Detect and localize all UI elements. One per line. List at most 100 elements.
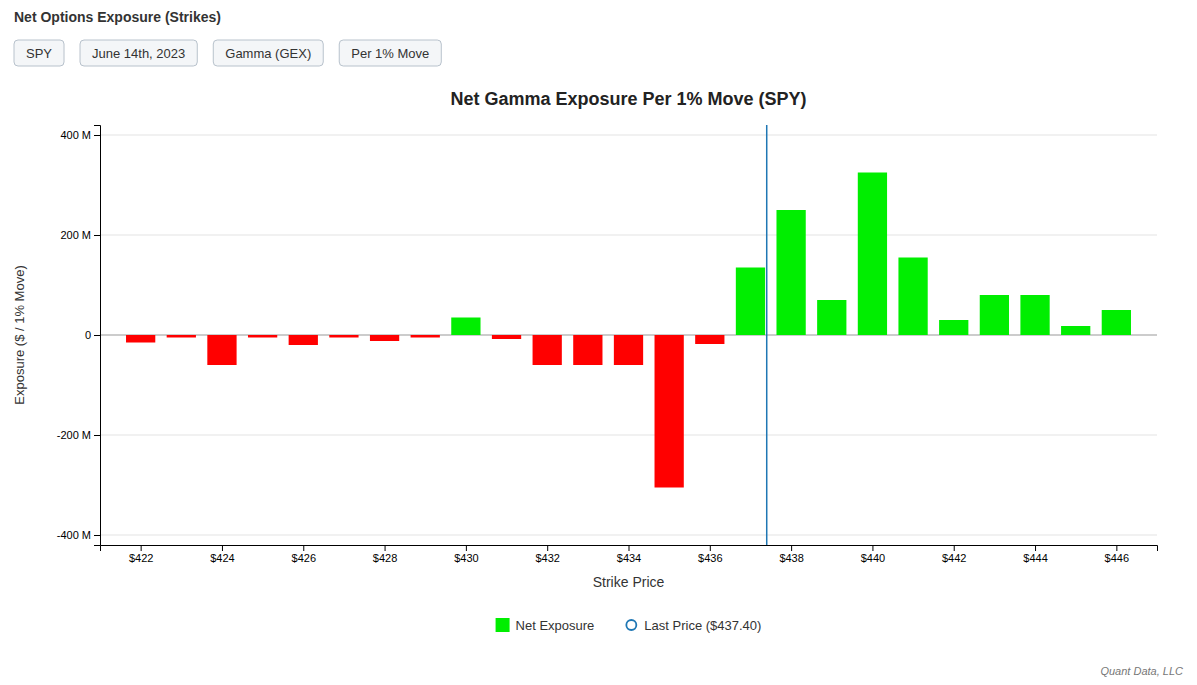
bar bbox=[898, 258, 927, 336]
x-tick-label: $434 bbox=[617, 552, 641, 564]
dropdown-row: SPY June 14th, 2023 Gamma (GEX) Per 1% Move bbox=[14, 40, 441, 66]
bar bbox=[207, 335, 236, 365]
x-tick-mark bbox=[141, 545, 142, 551]
x-tick-label: $430 bbox=[454, 552, 478, 564]
x-tick: $442 bbox=[942, 545, 966, 564]
grid-line bbox=[100, 135, 1157, 136]
x-tick: $432 bbox=[535, 545, 559, 564]
bar bbox=[614, 335, 643, 365]
x-tick-mark bbox=[547, 545, 548, 551]
x-tick-mark bbox=[466, 545, 467, 551]
x-tick-mark bbox=[1035, 545, 1036, 551]
dropdown-label: June 14th, 2023 bbox=[92, 46, 185, 61]
x-tick-mark bbox=[629, 545, 630, 551]
x-tick: $438 bbox=[779, 545, 803, 564]
x-tick: $436 bbox=[698, 545, 722, 564]
y-axis-label: Exposure ($ / 1% Move) bbox=[12, 265, 27, 404]
x-tick-label: $424 bbox=[210, 552, 234, 564]
bar bbox=[1061, 326, 1090, 335]
x-tick: $446 bbox=[1105, 545, 1129, 564]
dropdown-box bbox=[14, 40, 64, 66]
header-title: Net Options Exposure (Strikes) bbox=[14, 9, 221, 25]
bar bbox=[289, 335, 318, 345]
legend-item: Last Price ($437.40) bbox=[626, 618, 761, 633]
grid bbox=[100, 135, 1157, 535]
x-tick: $440 bbox=[861, 545, 885, 564]
chart: Net Options Exposure (Strikes) SPY June 14… bbox=[0, 0, 1197, 685]
dropdown-box bbox=[80, 40, 197, 66]
legend: Net Exposure Last Price ($437.40) bbox=[496, 618, 762, 633]
title: Net Gamma Exposure Per 1% Move (SPY) bbox=[450, 89, 806, 109]
last-price-line bbox=[766, 125, 768, 545]
bar bbox=[411, 335, 440, 338]
dropdown: June 14th, 2023 bbox=[80, 40, 197, 66]
x-tick-label: $442 bbox=[942, 552, 966, 564]
y-tick-mark bbox=[94, 235, 100, 236]
x-tick: $428 bbox=[373, 545, 397, 564]
x-tick-label: $422 bbox=[129, 552, 153, 564]
dropdown: Gamma (GEX) bbox=[213, 40, 323, 66]
marks bbox=[126, 125, 1131, 545]
x-axis-line bbox=[101, 546, 1158, 552]
bar bbox=[655, 335, 684, 488]
y-tick-label: -200 M bbox=[57, 429, 91, 441]
x-tick-label: $426 bbox=[292, 552, 316, 564]
dropdown: Per 1% Move bbox=[339, 40, 441, 66]
bar bbox=[939, 320, 968, 335]
y-tick: -400 M bbox=[57, 529, 100, 541]
bar bbox=[695, 335, 724, 344]
x-tick: $434 bbox=[617, 545, 641, 564]
bar bbox=[248, 335, 277, 338]
bar bbox=[1020, 295, 1049, 335]
x-tick-label: $446 bbox=[1105, 552, 1129, 564]
x-tick-mark bbox=[222, 545, 223, 551]
x-tick-label: $444 bbox=[1023, 552, 1047, 564]
x-tick-mark bbox=[954, 545, 955, 551]
x-tick-mark bbox=[872, 545, 873, 551]
y-tick: 0 bbox=[85, 329, 100, 341]
x-tick-label: $436 bbox=[698, 552, 722, 564]
x-tick-label: $432 bbox=[535, 552, 559, 564]
x-tick: $424 bbox=[210, 545, 234, 564]
bar bbox=[573, 335, 602, 365]
dropdown-box bbox=[339, 40, 441, 66]
x-axis: $422 $424 $426 $428 $430 $432 $434 $436 $438 $440… bbox=[101, 545, 1158, 564]
bar bbox=[817, 300, 846, 335]
bar bbox=[451, 318, 480, 336]
bar bbox=[126, 335, 155, 343]
watermark: Quant Data, LLC bbox=[1100, 665, 1183, 677]
legend-swatch bbox=[496, 618, 510, 632]
bar bbox=[736, 268, 765, 336]
dropdown-box bbox=[213, 40, 323, 66]
y-tick: 200 M bbox=[60, 229, 100, 241]
dropdown-label: Gamma (GEX) bbox=[225, 46, 311, 61]
bar bbox=[167, 335, 196, 338]
x-tick: $426 bbox=[292, 545, 316, 564]
bars bbox=[126, 173, 1131, 488]
bar bbox=[980, 295, 1009, 335]
legend-label: Last Price ($437.40) bbox=[644, 618, 761, 633]
x-tick-label: $440 bbox=[861, 552, 885, 564]
dropdown-label: SPY bbox=[26, 46, 52, 61]
x-tick-mark bbox=[303, 545, 304, 551]
legend-label: Net Exposure bbox=[516, 618, 595, 633]
y-tick-mark bbox=[94, 435, 100, 436]
y-tick: 400 M bbox=[60, 129, 100, 141]
x-tick: $430 bbox=[454, 545, 478, 564]
x-tick-label: $428 bbox=[373, 552, 397, 564]
bar bbox=[492, 335, 521, 339]
x-tick: $444 bbox=[1023, 545, 1047, 564]
x-tick: $422 bbox=[129, 545, 153, 564]
legend-item: Net Exposure bbox=[496, 618, 595, 633]
bar bbox=[533, 335, 562, 365]
bar bbox=[858, 173, 887, 336]
y-tick-label: 400 M bbox=[60, 129, 91, 141]
legend-symbol bbox=[626, 620, 636, 630]
bar bbox=[776, 210, 805, 335]
grid-line bbox=[100, 435, 1157, 436]
y-tick-label: 0 bbox=[85, 329, 91, 341]
grid-line bbox=[100, 535, 1157, 536]
y-axis-line bbox=[94, 126, 101, 546]
bar bbox=[370, 335, 399, 341]
grid-line bbox=[100, 235, 1157, 236]
